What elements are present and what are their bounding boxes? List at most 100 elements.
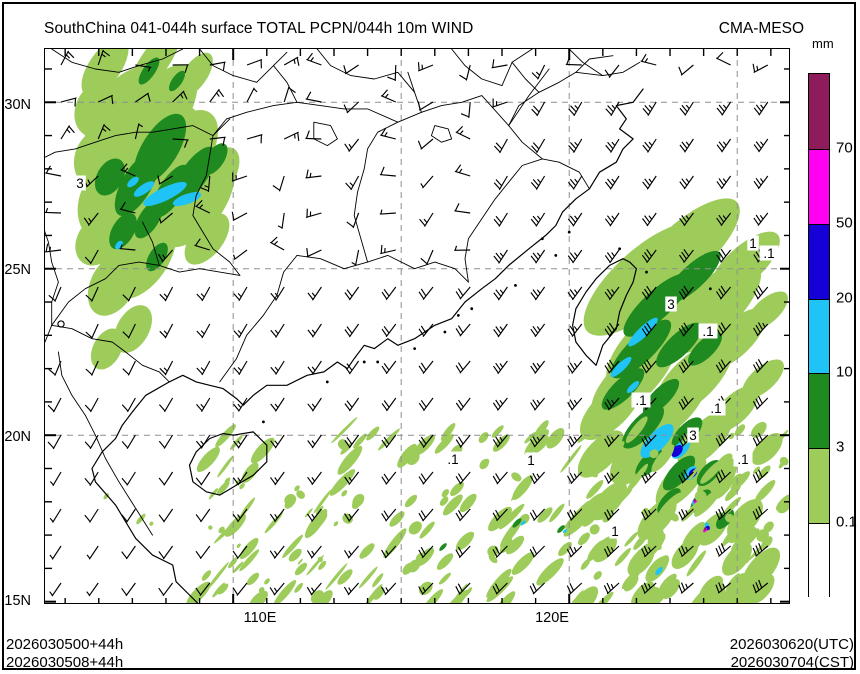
precip-cell-sea-12 — [217, 583, 229, 595]
wind-barb-99 — [753, 212, 769, 226]
wind-barb-22 — [135, 92, 151, 103]
wind-barb-shaft — [209, 136, 226, 140]
wind-barb-half — [273, 587, 278, 593]
wind-barb-6 — [283, 56, 300, 66]
wind-barb-full — [752, 437, 758, 446]
wind-barb-shaft — [232, 212, 248, 222]
precip-cell-sea-4 — [415, 547, 435, 567]
wind-barb-full — [529, 475, 536, 484]
wind-barb-half — [610, 510, 615, 515]
wind-barb-full — [646, 285, 652, 294]
wind-barb-shaft — [237, 471, 248, 486]
wind-barb-half — [49, 591, 53, 596]
precip-area-heavy-tw-0 — [628, 317, 658, 347]
wind-barb-full — [159, 330, 167, 338]
wind-barb-full — [457, 510, 464, 518]
wind-barb-250 — [418, 508, 434, 522]
precip-speckle-sea-145 — [730, 471, 750, 491]
wind-barb-half — [499, 252, 504, 257]
wind-barb-shaft — [164, 323, 174, 339]
wind-barb-shaft — [570, 508, 583, 521]
wind-barb-shaft — [756, 323, 769, 337]
wind-barb-full — [567, 438, 573, 447]
province-border-17 — [508, 68, 550, 127]
wind-barb-full — [495, 215, 502, 224]
wind-barb-full — [718, 435, 724, 444]
wind-barb-full — [715, 437, 721, 446]
wind-barb-shaft — [269, 241, 285, 251]
colorbar[interactable] — [808, 73, 830, 599]
x-axis: 110E 120E — [44, 606, 790, 632]
wind-barb-236 — [641, 471, 657, 484]
wind-barb-half — [685, 141, 690, 146]
wind-barb-96 — [642, 212, 657, 227]
wind-barb-153 — [530, 323, 546, 338]
wind-barb-72 — [493, 175, 508, 191]
wind-barb-191 — [455, 397, 471, 412]
wind-barb-157 — [678, 322, 694, 337]
wind-barb-full — [605, 108, 612, 116]
province-border-14 — [45, 324, 53, 343]
precip-speckle-sea-210 — [325, 563, 348, 590]
precip-speckle-hainan-46 — [258, 587, 265, 593]
precip-cell-sea-8 — [558, 541, 572, 557]
wind-barb-full — [383, 400, 390, 408]
wind-barb-full — [494, 546, 501, 555]
wind-barb-half — [610, 583, 614, 589]
wind-barb-half — [45, 207, 49, 213]
wind-barb-87 — [305, 208, 322, 218]
wind-barb-half — [648, 104, 653, 110]
wind-barb-full — [344, 550, 350, 558]
wind-barb-139 — [753, 285, 769, 300]
wind-barb-shaft — [163, 434, 174, 449]
wind-barb-full — [419, 218, 426, 227]
wind-barb-shaft — [608, 323, 620, 337]
wind-barb-full — [381, 476, 387, 485]
wind-barb-full — [641, 584, 646, 594]
valid-time-utc: 2026030620(UTC) — [729, 636, 854, 653]
precip-speckle-sea-7 — [590, 591, 614, 603]
wind-barb-shaft — [495, 545, 508, 558]
wind-barb-full — [720, 469, 726, 478]
wind-barb-257 — [678, 508, 694, 521]
wind-barb-full — [493, 365, 499, 374]
wind-barb-shaft — [424, 212, 434, 227]
map-plot-area[interactable]: 331.1.1.1.13.1.1111 — [44, 48, 790, 604]
wind-barb-shaft — [127, 323, 136, 339]
wind-barb-full — [121, 587, 127, 596]
y-tick-label-25n: 25N — [4, 262, 31, 278]
precip-speckle-sea-51 — [722, 497, 741, 516]
wind-barb-20 — [60, 97, 77, 107]
precip-speckle-sea-3 — [657, 492, 682, 519]
wind-barb-full — [492, 402, 499, 411]
wind-barb-half — [200, 293, 205, 298]
wind-barb-full — [569, 472, 575, 481]
wind-barb-shaft — [572, 175, 583, 190]
wind-barb-full — [716, 51, 724, 59]
wind-barb-shaft — [231, 175, 248, 182]
wind-barb-full — [720, 359, 726, 368]
precip-speckle-sea-249 — [273, 580, 297, 603]
chart-title: SouthChina 041-044h surface TOTAL PCPN/0… — [44, 20, 474, 37]
map-canvas: 331.1.1.1.13.1.1111 — [45, 49, 789, 603]
wind-barb-shaft — [89, 397, 99, 413]
wind-barb-half — [253, 88, 258, 93]
wind-barb-shaft — [194, 244, 210, 251]
wind-barb-full — [492, 439, 499, 447]
precip-speckle-sea-81 — [239, 497, 256, 518]
wind-barb-shaft — [385, 508, 397, 522]
wind-barb-full — [495, 179, 503, 187]
colorbar-band-dark-magenta — [809, 74, 829, 149]
precip-speckle-sea-1 — [511, 472, 522, 482]
wind-barb-shaft — [681, 508, 694, 521]
wind-barb-shaft — [348, 323, 360, 338]
wind-barb-full — [569, 252, 576, 260]
wind-barb-56 — [642, 138, 657, 153]
wind-barb-111 — [454, 245, 471, 251]
wind-barb-shaft — [283, 131, 299, 140]
wind-barb-full — [530, 182, 538, 190]
wind-barb-full — [679, 144, 686, 152]
wind-barb-shaft — [88, 582, 99, 597]
wind-barb-202 — [121, 434, 136, 449]
wind-barb-full — [417, 101, 421, 110]
